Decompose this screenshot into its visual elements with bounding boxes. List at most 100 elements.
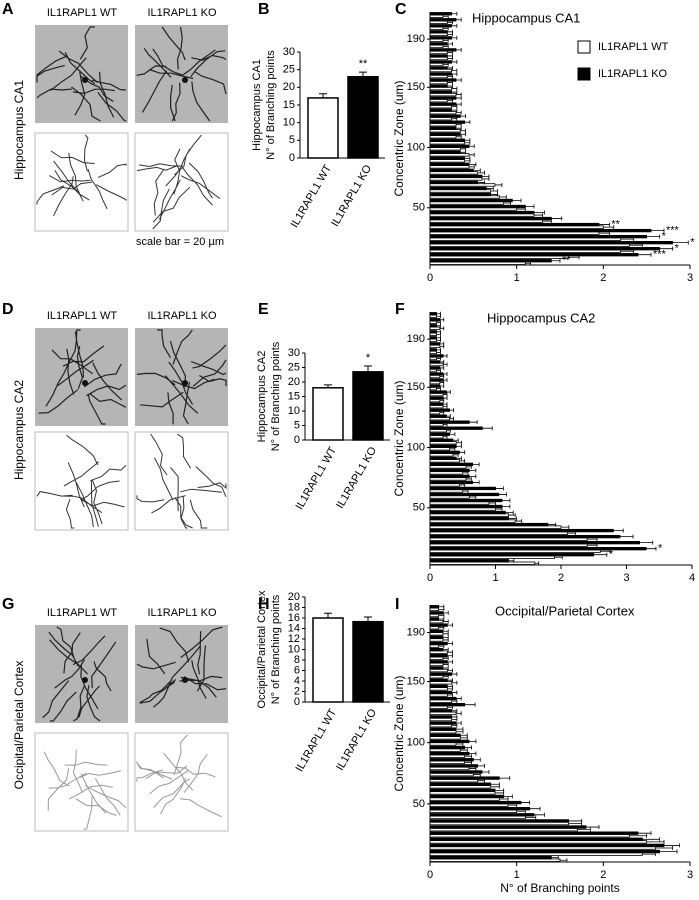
error-bar xyxy=(447,686,453,691)
error-bar xyxy=(439,344,445,349)
bar xyxy=(429,770,483,774)
bar xyxy=(429,348,437,352)
error-bar xyxy=(646,839,665,844)
error-bar xyxy=(469,162,477,167)
bar xyxy=(429,540,641,545)
error-bar xyxy=(502,504,511,509)
bar xyxy=(429,420,470,424)
chart-title: Hippocampus CA2 xyxy=(487,310,595,325)
error-bar xyxy=(449,432,456,437)
bar xyxy=(429,234,648,239)
error-bar xyxy=(469,739,477,744)
error-bar xyxy=(447,650,453,655)
error-bar xyxy=(456,102,462,107)
error-bar xyxy=(508,558,515,563)
error-bar xyxy=(525,815,537,820)
bar xyxy=(429,764,479,768)
error-bar xyxy=(439,384,445,389)
error-bar xyxy=(447,623,453,628)
neuron xyxy=(136,626,227,708)
bar xyxy=(312,617,344,703)
bar xyxy=(429,672,453,676)
bar xyxy=(429,414,447,418)
micrograph xyxy=(135,328,228,426)
error-bar xyxy=(482,426,493,431)
error-bar xyxy=(638,252,652,257)
error-bar xyxy=(593,552,608,557)
significance: ** xyxy=(359,58,368,70)
error-bar xyxy=(664,843,680,848)
error-bar xyxy=(443,44,449,49)
bar xyxy=(429,366,441,370)
significance: * xyxy=(675,243,680,255)
error-bar xyxy=(443,631,449,636)
error-bar xyxy=(512,198,522,203)
error-bar xyxy=(495,788,505,793)
error-bar xyxy=(460,733,468,738)
error-bar xyxy=(446,414,451,419)
bar xyxy=(429,48,457,52)
error-bar xyxy=(456,696,462,701)
error-bar xyxy=(472,480,480,485)
bar xyxy=(429,180,479,185)
error-bar xyxy=(613,528,624,533)
bar xyxy=(429,522,549,527)
bar xyxy=(429,776,500,780)
error-bar xyxy=(469,751,477,756)
x-axis-label: N° of Branching points xyxy=(500,881,620,895)
error-bar xyxy=(451,104,458,109)
error-bar xyxy=(473,757,481,762)
error-bar xyxy=(449,408,454,413)
error-bar xyxy=(447,653,453,658)
bar xyxy=(429,690,453,695)
error-bar xyxy=(490,782,500,787)
bar xyxy=(429,553,595,557)
error-bar xyxy=(638,831,652,836)
bar xyxy=(429,84,448,88)
error-bar xyxy=(515,519,523,524)
error-bar xyxy=(439,317,445,322)
error-bar xyxy=(459,450,466,455)
error-bar xyxy=(443,396,448,401)
error-bar xyxy=(469,420,478,425)
error-bar xyxy=(446,390,451,395)
error-bar xyxy=(451,11,458,16)
error-bar xyxy=(655,845,674,850)
error-bar xyxy=(561,525,570,530)
bar xyxy=(429,138,466,142)
panel-letter: I xyxy=(395,596,399,613)
error-bar xyxy=(560,858,568,863)
soma xyxy=(82,677,88,683)
bar xyxy=(429,204,526,209)
error-bar xyxy=(551,855,559,860)
error-bar xyxy=(443,353,448,358)
bar xyxy=(429,480,473,485)
bar xyxy=(429,751,470,756)
error-bar xyxy=(551,258,561,263)
error-bar xyxy=(534,561,540,566)
error-bar xyxy=(436,314,441,319)
error-bar xyxy=(464,156,471,161)
y-tick-label: 25 xyxy=(288,361,300,373)
error-bar xyxy=(443,662,449,667)
x-tick-label: 4 xyxy=(689,572,695,584)
error-bar xyxy=(451,59,458,64)
bar xyxy=(352,620,384,703)
error-bar xyxy=(464,702,476,707)
error-bar xyxy=(456,47,462,52)
bar xyxy=(429,504,503,509)
error-bar xyxy=(443,629,449,634)
x-tick-label: 0 xyxy=(427,869,433,881)
bar xyxy=(429,788,496,793)
error-bar xyxy=(499,194,507,199)
bar xyxy=(429,782,492,786)
error-bar xyxy=(646,234,661,239)
y-tick-label: 20 xyxy=(288,591,300,603)
y-tick-label: 100 xyxy=(407,737,425,749)
bar xyxy=(429,647,444,652)
bar xyxy=(429,800,522,805)
bar xyxy=(429,102,457,106)
error-bar xyxy=(464,138,471,143)
bar xyxy=(429,849,661,854)
